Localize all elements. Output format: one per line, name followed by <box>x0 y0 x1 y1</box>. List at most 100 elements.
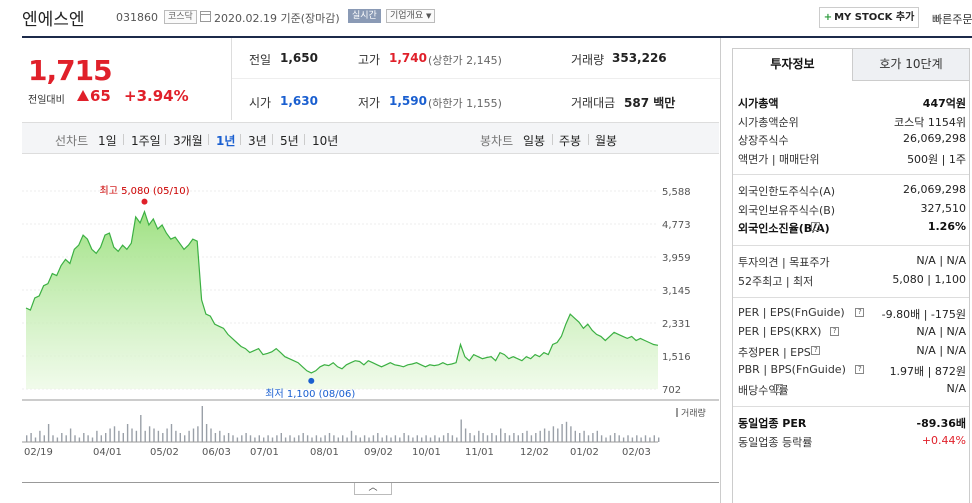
info-label: PER | EPS(KRX) <box>738 325 822 338</box>
volume-bar <box>258 435 260 443</box>
volume-bar <box>122 433 124 442</box>
volume-bar <box>412 437 414 442</box>
info-value: 26,069,298 <box>903 183 966 196</box>
plus-icon: + <box>823 12 833 23</box>
high-annotation: 최고 5,080 (05/10) <box>99 185 190 197</box>
volume-bar <box>644 435 647 443</box>
info-row: PER | EPS(KRX)? N/A | N/A <box>738 325 966 343</box>
x-tick-label: 10/01 <box>412 447 441 458</box>
info-row: PER | EPS(FnGuide)? -9.80배 | -175원 <box>738 306 966 324</box>
collapse-button[interactable]: ︿ <box>354 483 392 495</box>
candle-weekly[interactable]: 주봉 <box>559 134 582 148</box>
info-label: 외국인한도주식수(A) <box>738 185 836 198</box>
volume-bar <box>482 433 484 442</box>
period-1y[interactable]: 1년 <box>216 134 236 148</box>
y-tick-label: 4,773 <box>662 220 691 231</box>
candle-daily[interactable]: 일봉 <box>523 134 546 148</box>
info-label: 추정PER | EPS <box>738 346 811 359</box>
x-tick-label: 06/03 <box>202 447 231 458</box>
trade-amount-value: 587 백만 <box>624 96 676 110</box>
volume-bar <box>649 437 651 442</box>
info-label: PBR | BPS(FnGuide) <box>738 363 846 376</box>
volume-bar <box>565 421 568 443</box>
volume-bar <box>368 437 370 442</box>
volume-bar <box>205 424 208 442</box>
info-label: 액면가 | 매매단위 <box>738 152 820 166</box>
info-value: -89.36배 <box>916 417 966 430</box>
info-value: N/A | N/A <box>916 325 966 338</box>
x-tick-label: 05/02 <box>150 447 179 458</box>
volume-bar <box>333 435 335 443</box>
divider <box>22 482 719 483</box>
x-tick-label: 04/01 <box>93 447 122 458</box>
period-1d[interactable]: 1일 <box>98 134 117 148</box>
volume-bar <box>197 426 199 443</box>
volume-bar <box>47 424 50 442</box>
company-name: 엔에스엔 <box>22 10 85 30</box>
volume-bar <box>166 428 168 442</box>
info-row: 시가총액 447억원 <box>738 95 966 113</box>
volume-bar <box>473 435 476 443</box>
help-icon[interactable]: ? <box>855 365 865 374</box>
volume-bar <box>377 433 379 442</box>
price-chart[interactable]: 5,588 4,773 3,959 3,145 2,331 1,516 702 <box>22 170 719 445</box>
help-icon[interactable]: ? <box>811 222 821 231</box>
period-3y[interactable]: 3년 <box>248 134 267 148</box>
volume-bar <box>478 430 480 443</box>
high-value: 1,740 <box>389 51 427 65</box>
volume-bar <box>381 437 383 442</box>
volume-bar <box>587 435 590 443</box>
high-label: 고가 <box>358 53 381 67</box>
period-10y[interactable]: 10년 <box>312 134 339 148</box>
quick-order-link[interactable]: 빠른주문 <box>932 13 972 26</box>
realtime-button[interactable]: 실시간 <box>348 9 381 23</box>
info-value: 327,510 <box>920 201 967 215</box>
divider <box>733 406 969 407</box>
price-box: 1,715 전일대비 65 +3.94% <box>22 38 232 120</box>
volume-bar <box>403 433 405 442</box>
volume-bar <box>293 437 296 442</box>
period-3m[interactable]: 3개월 <box>173 134 203 148</box>
candle-chart-label: 봉차트 <box>480 134 514 148</box>
volume-bar <box>96 430 98 443</box>
volume-bar <box>640 437 642 442</box>
volume-bar <box>421 437 423 442</box>
company-overview-button[interactable]: 기업개요 ▼ <box>386 9 436 23</box>
volume-bar <box>469 433 471 442</box>
help-icon[interactable]: ? <box>773 384 783 393</box>
info-row: 시가총액순위 코스닥 1154위 <box>738 114 966 132</box>
volume-bar <box>311 437 313 442</box>
volume-bar <box>491 433 493 442</box>
x-tick-label: 02/03 <box>622 447 651 458</box>
volume-bar <box>175 430 177 443</box>
volume-bar <box>328 433 331 442</box>
info-label: 52주최고 | 최저 <box>738 274 814 288</box>
volume-bar <box>372 435 375 443</box>
info-label: 동일업종 등락률 <box>738 436 813 449</box>
period-1w[interactable]: 1주일 <box>131 134 161 148</box>
volume-bar <box>131 428 133 442</box>
tab-hoga-10[interactable]: 호가 10단계 <box>852 49 969 81</box>
volume-bar <box>342 435 344 443</box>
volume-bar <box>618 435 620 443</box>
volume-bar <box>236 437 239 442</box>
volume-bar <box>574 430 576 443</box>
mystock-add-button[interactable]: + MY STOCK 추가 <box>819 7 919 28</box>
volume-bar <box>241 435 243 443</box>
help-icon[interactable]: ? <box>811 346 821 355</box>
volume-bar <box>429 437 432 442</box>
candle-monthly[interactable]: 월봉 <box>595 134 618 148</box>
volume-bar <box>284 437 287 442</box>
period-5y[interactable]: 5년 <box>280 134 299 148</box>
open-value: 1,630 <box>280 94 318 108</box>
info-label: 시가총액순위 <box>738 115 799 129</box>
tab-invest-info[interactable]: 투자정보 <box>733 49 852 81</box>
volume-bar <box>109 428 111 442</box>
help-icon[interactable]: ? <box>855 308 865 317</box>
volume-bar <box>43 435 45 443</box>
volume-bar <box>157 430 160 443</box>
prev-close-label: 전일 <box>249 53 272 67</box>
volume-bar <box>596 430 598 443</box>
help-icon[interactable]: ? <box>830 327 840 336</box>
volume-bar <box>280 433 282 442</box>
